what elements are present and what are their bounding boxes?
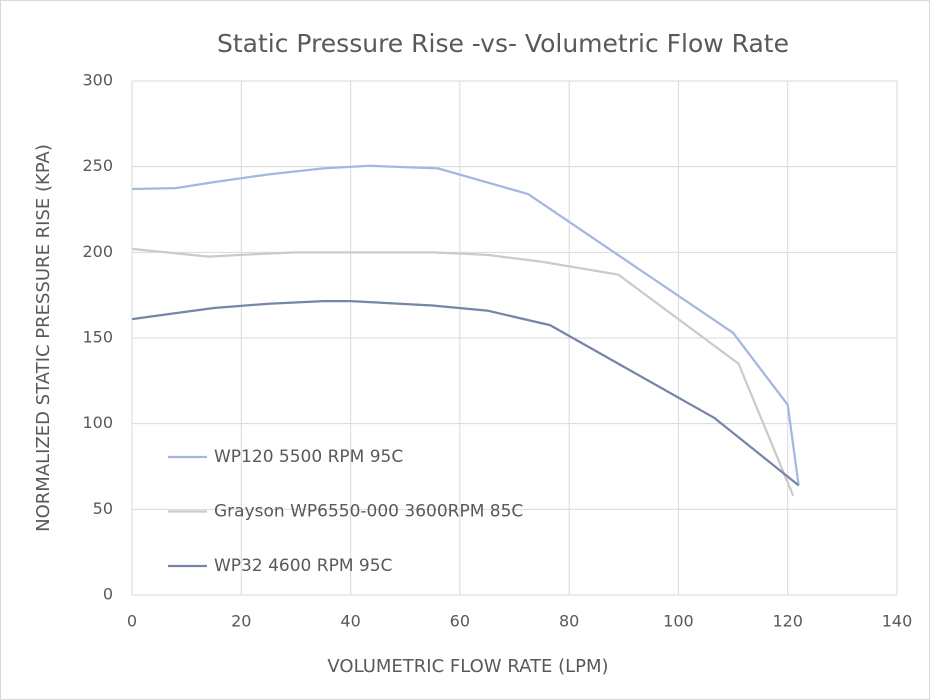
legend-label: WP32 4600 RPM 95C [214, 556, 392, 576]
x-tick-label: 120 [772, 612, 803, 631]
y-tick-label: 100 [82, 413, 113, 432]
x-tick-label: 20 [231, 612, 251, 631]
x-tick-label: 40 [340, 612, 360, 631]
x-tick-label: 100 [663, 612, 694, 631]
y-axis-label: NORMALIZED STATIC PRESSURE RISE (KPA) [33, 144, 54, 532]
y-tick-label: 250 [82, 156, 113, 175]
x-axis-label: VOLUMETRIC FLOW RATE (LPM) [327, 656, 608, 677]
series-line [131, 164, 800, 486]
y-tick-label: 0 [103, 585, 113, 604]
y-tick-label: 150 [82, 328, 113, 347]
series-line [131, 247, 795, 497]
y-tick-label: 50 [93, 499, 113, 518]
x-tick-label: 140 [882, 612, 913, 631]
x-tick-label: 60 [450, 612, 470, 631]
chart-title: Static Pressure Rise -vs- Volumetric Flo… [217, 29, 789, 58]
x-tick-label: 80 [559, 612, 579, 631]
y-tick-label: 200 [82, 242, 113, 261]
series-line [131, 300, 800, 487]
legend-label: WP120 5500 RPM 95C [214, 447, 403, 467]
y-tick-label: 300 [82, 71, 113, 90]
x-tick-label: 0 [127, 612, 137, 631]
legend-label: Grayson WP6550-000 3600RPM 85C [214, 502, 523, 522]
